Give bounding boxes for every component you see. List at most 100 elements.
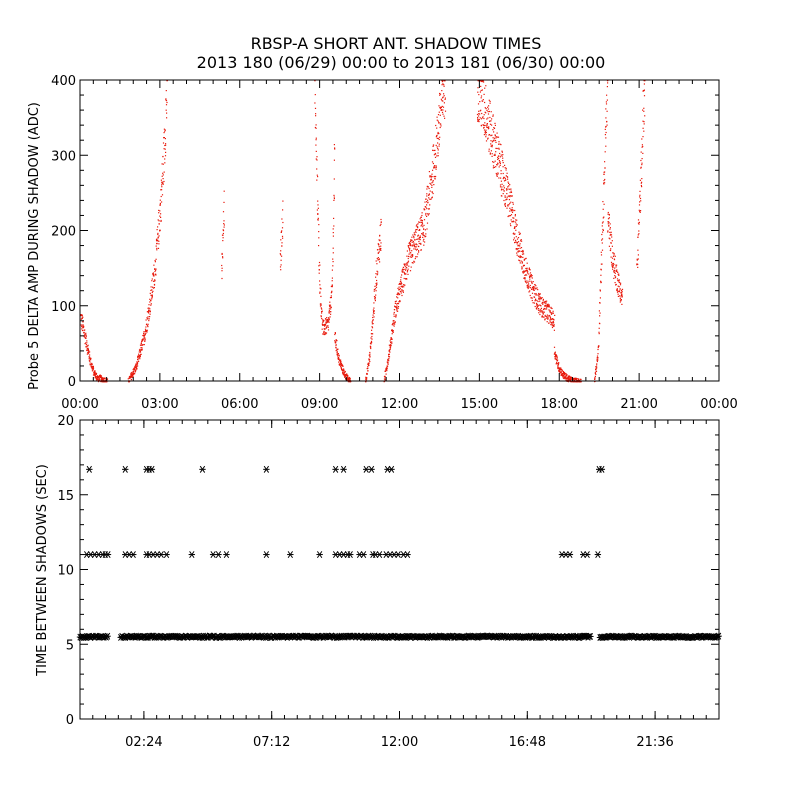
top-point-seg7 <box>375 294 377 296</box>
top-point-seg9 <box>485 136 487 138</box>
top-point-seg0 <box>92 367 95 369</box>
top-point-seg9 <box>519 262 521 264</box>
top-point-seg13 <box>637 219 640 221</box>
top-point-seg9 <box>497 163 499 165</box>
top-point-seg11 <box>605 101 607 103</box>
top-point-seg5 <box>328 310 330 312</box>
top-point-seg8 <box>414 234 416 236</box>
top-point-seg12 <box>611 265 613 267</box>
top-point-seg6 <box>336 351 338 353</box>
top-point-seg9 <box>545 302 547 304</box>
top-point-seg8 <box>419 235 421 237</box>
top-point-seg9 <box>554 314 556 316</box>
top-point-seg10 <box>556 357 558 359</box>
top-point-seg8 <box>410 245 412 247</box>
top-point-seg2 <box>155 273 157 275</box>
top-point-seg8 <box>412 234 414 236</box>
top-point-seg3 <box>222 237 224 239</box>
top-point-seg2 <box>163 128 165 130</box>
top-point-seg5 <box>327 319 329 321</box>
top-point-seg3 <box>222 240 224 242</box>
top-point-seg10 <box>557 364 559 366</box>
top-point-seg11 <box>604 182 606 184</box>
top-point-seg1 <box>106 378 109 380</box>
top-point-seg2 <box>162 181 164 183</box>
top-point-seg12 <box>613 277 615 279</box>
top-point-seg12 <box>609 234 611 236</box>
top-point-seg9 <box>480 125 482 127</box>
top-point-seg8 <box>412 255 414 257</box>
top-point-seg4 <box>280 250 282 252</box>
top-point-seg6 <box>335 341 337 343</box>
top-point-seg6 <box>342 365 344 367</box>
top-point-seg9 <box>515 225 517 227</box>
top-point-seg8 <box>426 185 428 187</box>
top-point-seg2 <box>131 373 133 375</box>
top-point-seg9 <box>549 319 551 321</box>
top-point-seg9 <box>493 161 495 163</box>
top-point-seg8 <box>442 113 444 115</box>
top-point-seg8 <box>413 242 415 244</box>
top-point-seg6 <box>349 377 351 379</box>
top-point-seg4 <box>282 221 284 224</box>
top-point-seg2 <box>130 379 132 381</box>
top-point-seg0 <box>83 332 85 334</box>
top-point-seg9 <box>480 118 482 120</box>
top-point-seg10 <box>555 359 558 361</box>
top-point-seg8 <box>444 110 447 112</box>
top-point-seg5 <box>321 308 323 310</box>
top-point-seg9 <box>512 201 514 204</box>
top-point-seg13 <box>640 200 642 202</box>
top-point-seg0 <box>92 374 95 376</box>
bottom-data-points <box>76 465 722 642</box>
top-point-seg12 <box>609 249 612 252</box>
top-point-seg2 <box>150 286 152 288</box>
top-point-seg2 <box>141 349 143 351</box>
top-point-seg2 <box>151 297 153 299</box>
top-point-seg9 <box>500 170 502 172</box>
top-point-seg2 <box>134 373 136 375</box>
top-point-seg9 <box>520 239 522 241</box>
top-point-seg6 <box>338 363 340 365</box>
top-point-seg2 <box>157 226 159 228</box>
top-point-seg5 <box>333 194 335 196</box>
top-point-seg9 <box>527 284 529 286</box>
top-point-seg12 <box>619 284 622 286</box>
top-point-seg12 <box>611 257 614 259</box>
top-point-seg8 <box>396 303 398 305</box>
top-point-seg8 <box>390 344 392 347</box>
top-point-seg9 <box>540 305 542 307</box>
top-point-seg9 <box>523 253 525 255</box>
top-point-seg5 <box>325 333 327 335</box>
top-x-tick-label: 09:00 <box>301 397 338 412</box>
top-point-seg2 <box>134 368 136 370</box>
top-point-seg9 <box>496 164 498 166</box>
top-point-seg8 <box>417 226 419 228</box>
top-point-seg7 <box>371 329 373 331</box>
top-point-seg9 <box>524 274 526 276</box>
top-point-seg8 <box>439 93 442 95</box>
top-point-seg9 <box>493 166 495 168</box>
top-point-seg8 <box>393 322 395 324</box>
top-point-seg9 <box>504 204 506 206</box>
top-point-seg8 <box>411 256 413 258</box>
top-point-seg0 <box>94 377 96 379</box>
top-point-seg3 <box>223 201 225 203</box>
top-point-seg11 <box>595 366 597 368</box>
top-point-seg8 <box>443 95 445 97</box>
top-point-seg8 <box>406 266 408 268</box>
top-point-seg12 <box>619 301 621 303</box>
top-point-seg9 <box>552 321 554 323</box>
top-point-seg13 <box>642 136 644 138</box>
top-point-seg9 <box>505 199 507 201</box>
top-point-seg9 <box>493 139 495 141</box>
top-point-seg8 <box>409 250 411 252</box>
top-point-seg11 <box>599 312 601 314</box>
top-point-seg6 <box>335 339 337 341</box>
top-point-seg9 <box>537 300 539 303</box>
top-point-seg1 <box>99 374 101 376</box>
top-point-seg8 <box>419 218 421 220</box>
top-point-seg8 <box>392 331 394 333</box>
top-point-seg12 <box>609 223 611 225</box>
top-point-seg0 <box>88 356 90 358</box>
